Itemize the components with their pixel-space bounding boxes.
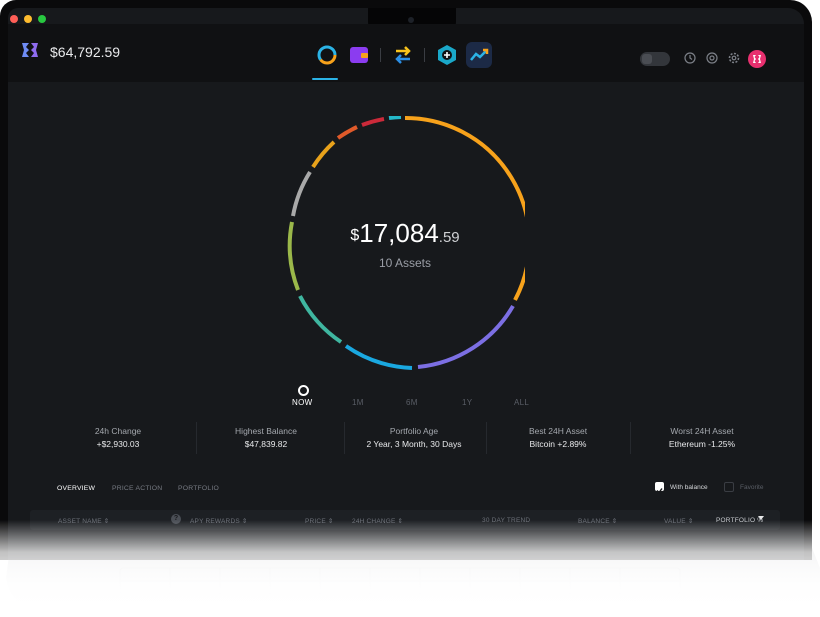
camera-icon	[408, 17, 414, 23]
portfolio-cents: .59	[438, 229, 460, 246]
stat-divider	[196, 422, 197, 454]
period-6m[interactable]: 6M	[406, 398, 418, 407]
apps-add-icon	[438, 45, 456, 65]
donut-segment	[336, 125, 358, 140]
stat-value: $47,839.82	[244, 439, 288, 449]
donut-segment	[361, 117, 385, 127]
nav-divider	[424, 48, 425, 62]
help-icon[interactable]: ?	[171, 514, 181, 524]
support-icon[interactable]	[705, 51, 719, 65]
wallet-nav-button[interactable]	[346, 42, 372, 68]
stat-divider	[344, 422, 345, 454]
donut-segment	[298, 295, 343, 344]
currency-symbol: $	[350, 227, 360, 244]
period-selected-indicator	[298, 385, 309, 396]
period-1m[interactable]: 1M	[352, 398, 364, 407]
portfolio-nav-button[interactable]	[314, 42, 340, 68]
exodus-avatar-icon[interactable]	[748, 50, 766, 68]
trend-icon	[466, 42, 492, 68]
stat-value: Ethereum -1.25%	[668, 439, 736, 449]
period-all[interactable]: ALL	[514, 398, 530, 407]
portfolio-amount: 17,084	[359, 218, 439, 248]
period-1y[interactable]: 1Y	[462, 398, 473, 407]
stat-label: Best 24H Asset	[528, 426, 588, 436]
donut-segment	[388, 116, 402, 120]
donut-segment	[404, 116, 525, 301]
exodus-logo-icon[interactable]	[20, 40, 40, 60]
donut-segment	[287, 221, 300, 291]
stat-divider	[630, 422, 631, 454]
assets-count: 10 Assets	[378, 256, 432, 270]
stat-best-24h: Best 24H Asset Bitcoin +2.89%	[488, 416, 628, 458]
stats-row: 24h Change +$2,930.03 Highest Balance $4…	[48, 416, 788, 458]
stat-worst-24h: Worst 24H Asset Ethereum -1.25%	[632, 416, 772, 458]
bottom-fade-overlay	[0, 520, 820, 612]
nav-divider	[380, 48, 381, 62]
sort-desc-icon[interactable]	[758, 516, 764, 520]
stat-label: Worst 24H Asset	[670, 426, 734, 436]
with-balance-label[interactable]: With balance	[670, 484, 708, 491]
minimize-window-button[interactable]	[24, 15, 32, 23]
history-icon[interactable]	[683, 51, 697, 65]
stat-label: 24h Change	[94, 426, 142, 436]
period-now[interactable]: NOW	[292, 398, 313, 407]
portfolio-value: $17,084.59	[300, 218, 510, 249]
donut-segment	[344, 344, 413, 370]
donut-segment	[311, 140, 336, 169]
portfolio-donut-icon	[317, 45, 337, 65]
checkmark-icon	[656, 488, 663, 494]
stat-value: +$2,930.03	[96, 439, 140, 449]
maximize-window-button[interactable]	[38, 15, 46, 23]
stat-24h-change: 24h Change +$2,930.03	[48, 416, 188, 458]
stat-label: Portfolio Age	[389, 426, 439, 436]
portfolio-donut-chart	[287, 116, 525, 370]
donut-segment	[291, 170, 312, 217]
favorite-label[interactable]: Favorite	[740, 484, 764, 491]
exchange-icon	[395, 46, 411, 64]
tab-overview[interactable]: OVERVIEW	[57, 485, 96, 492]
stat-portfolio-age: Portfolio Age 2 Year, 3 Month, 30 Days	[344, 416, 484, 458]
wallet-icon	[350, 47, 368, 63]
stat-value: 2 Year, 3 Month, 30 Days	[366, 439, 462, 449]
favorite-checkbox[interactable]	[724, 482, 734, 492]
close-window-button[interactable]	[10, 15, 18, 23]
stat-divider	[486, 422, 487, 454]
lock-icon	[642, 54, 652, 64]
with-balance-checkbox[interactable]	[655, 482, 664, 494]
total-balance: $64,792.59	[50, 44, 121, 60]
active-nav-indicator	[312, 78, 338, 80]
exchange-nav-button[interactable]	[390, 42, 416, 68]
stat-label: Highest Balance	[235, 426, 297, 436]
tab-price-action[interactable]: PRICE ACTION	[112, 485, 163, 492]
apps-nav-button[interactable]	[434, 42, 460, 68]
donut-segment	[417, 304, 515, 369]
settings-icon[interactable]	[727, 51, 741, 65]
tab-portfolio[interactable]: PORTFOLIO	[178, 485, 219, 492]
stat-highest-balance: Highest Balance $47,839.82	[196, 416, 336, 458]
trend-nav-button[interactable]	[466, 42, 492, 68]
stat-value: Bitcoin +2.89%	[529, 439, 587, 449]
